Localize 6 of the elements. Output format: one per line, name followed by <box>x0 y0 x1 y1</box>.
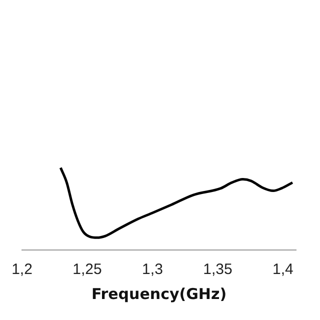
x-tick-label: 1,2 <box>12 261 32 278</box>
x-tick-label: 1,3 <box>142 261 163 278</box>
x-tick-label: 1,4 <box>272 261 294 278</box>
x-axis-title: Frequency(GHz) <box>91 284 227 303</box>
x-tick-label: 1,25 <box>72 261 102 278</box>
x-tick-label: 1,35 <box>203 261 232 278</box>
